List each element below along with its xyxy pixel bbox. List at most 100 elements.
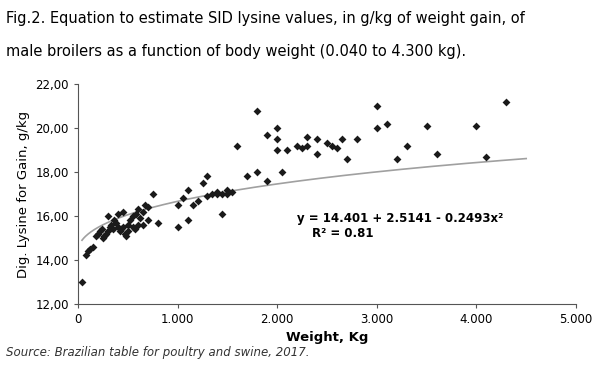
Point	[121, 233, 131, 239]
Point	[277, 169, 287, 175]
Point	[83, 248, 93, 254]
Point	[272, 136, 282, 142]
Point	[223, 187, 232, 193]
Point	[118, 209, 128, 214]
Text: Source: Brazilian table for poultry and swine, 2017.: Source: Brazilian table for poultry and …	[6, 346, 310, 359]
Point	[183, 217, 193, 223]
Point	[372, 103, 382, 109]
Point	[203, 173, 212, 179]
Point	[382, 121, 392, 127]
Point	[302, 143, 312, 149]
Point	[242, 173, 252, 179]
Point	[98, 235, 108, 241]
Point	[218, 191, 227, 197]
Point	[111, 220, 121, 225]
Point	[312, 152, 322, 157]
Point	[118, 224, 128, 230]
Point	[208, 191, 217, 197]
Point	[253, 169, 262, 175]
Point	[218, 211, 227, 217]
Point	[482, 154, 491, 160]
Text: R² = 0.81: R² = 0.81	[312, 227, 374, 240]
Point	[332, 145, 342, 151]
Point	[123, 222, 133, 228]
Point	[128, 213, 137, 219]
Point	[88, 244, 98, 250]
Text: Fig.2. Equation to estimate SID lysine values, in g/kg of weight gain, of: Fig.2. Equation to estimate SID lysine v…	[6, 11, 525, 26]
Point	[327, 143, 337, 149]
Point	[472, 123, 481, 129]
Point	[120, 231, 130, 236]
Point	[212, 191, 222, 197]
Text: y = 14.401 + 2.5141 - 0.2493x²: y = 14.401 + 2.5141 - 0.2493x²	[297, 212, 503, 225]
Point	[298, 145, 307, 151]
Point	[99, 233, 109, 239]
Point	[203, 193, 212, 199]
Point	[138, 222, 148, 228]
Point	[113, 224, 122, 230]
Point	[101, 231, 110, 236]
Point	[183, 187, 193, 193]
Point	[77, 279, 87, 285]
Point	[422, 123, 431, 129]
Point	[91, 233, 101, 239]
Point	[143, 204, 152, 210]
Text: male broilers as a function of body weight (0.040 to 4.300 kg).: male broilers as a function of body weig…	[6, 44, 466, 59]
Point	[130, 226, 140, 232]
Point	[193, 198, 202, 203]
Point	[133, 206, 143, 212]
Point	[116, 226, 125, 232]
Point	[128, 224, 137, 230]
Point	[262, 178, 272, 184]
Point	[502, 99, 511, 105]
Point	[352, 136, 362, 142]
Point	[283, 147, 292, 153]
Point	[198, 180, 208, 186]
Point	[85, 246, 95, 252]
Point	[103, 228, 113, 234]
Point	[135, 215, 145, 221]
Point	[272, 147, 282, 153]
X-axis label: Weight, Kg: Weight, Kg	[286, 331, 368, 344]
Point	[233, 143, 242, 149]
Point	[223, 191, 232, 197]
Point	[113, 211, 122, 217]
Point	[272, 125, 282, 131]
Point	[227, 189, 237, 195]
Point	[342, 156, 352, 162]
Point	[143, 217, 152, 223]
Point	[188, 202, 197, 208]
Point	[140, 202, 149, 208]
Point	[97, 226, 107, 232]
Point	[131, 211, 140, 217]
Y-axis label: Dig. Lysine for Gain, g/kg: Dig. Lysine for Gain, g/kg	[17, 111, 30, 277]
Point	[81, 253, 91, 258]
Point	[178, 195, 187, 201]
Point	[93, 231, 103, 236]
Point	[95, 228, 105, 234]
Point	[103, 213, 113, 219]
Point	[372, 125, 382, 131]
Point	[133, 222, 143, 228]
Point	[432, 152, 442, 157]
Point	[392, 156, 401, 162]
Point	[125, 217, 134, 223]
Point	[153, 220, 163, 225]
Point	[123, 228, 133, 234]
Point	[106, 222, 116, 228]
Point	[138, 209, 148, 214]
Point	[148, 191, 157, 197]
Point	[312, 136, 322, 142]
Point	[115, 228, 125, 234]
Point	[105, 224, 115, 230]
Point	[253, 108, 262, 113]
Point	[173, 224, 182, 230]
Point	[292, 143, 302, 149]
Point	[108, 226, 118, 232]
Point	[337, 136, 347, 142]
Point	[262, 132, 272, 138]
Point	[302, 134, 312, 140]
Point	[173, 202, 182, 208]
Point	[322, 141, 332, 146]
Point	[109, 217, 119, 223]
